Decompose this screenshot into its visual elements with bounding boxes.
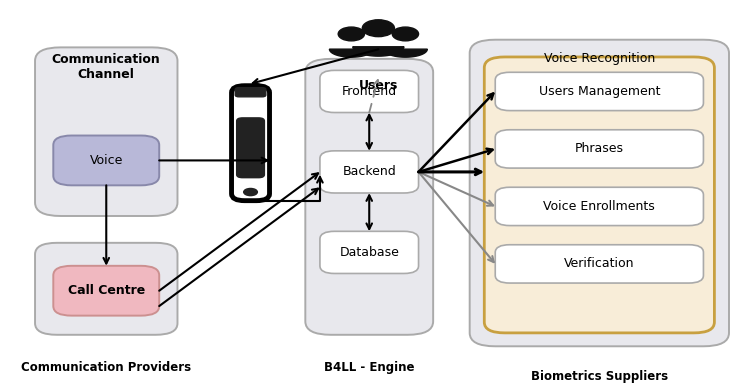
Polygon shape (353, 47, 404, 56)
FancyBboxPatch shape (495, 130, 703, 168)
Text: Communication Providers: Communication Providers (21, 361, 191, 374)
Text: Biometrics Suppliers: Biometrics Suppliers (530, 370, 668, 383)
Text: Voice Enrollments: Voice Enrollments (543, 200, 655, 213)
FancyBboxPatch shape (469, 40, 729, 346)
Text: Phrases: Phrases (575, 142, 624, 156)
Text: Verification: Verification (564, 257, 635, 271)
FancyBboxPatch shape (232, 86, 270, 201)
Circle shape (244, 188, 257, 196)
Polygon shape (384, 49, 428, 57)
FancyBboxPatch shape (495, 245, 703, 283)
FancyBboxPatch shape (35, 243, 177, 335)
FancyBboxPatch shape (54, 266, 159, 316)
FancyBboxPatch shape (484, 57, 714, 333)
Circle shape (362, 20, 394, 37)
Circle shape (393, 27, 419, 41)
Text: Frontend: Frontend (342, 85, 397, 98)
Text: Communication
Channel: Communication Channel (51, 52, 160, 81)
Text: Backend: Backend (343, 166, 396, 178)
FancyBboxPatch shape (320, 151, 419, 193)
Text: B4LL - Engine: B4LL - Engine (324, 361, 414, 374)
Text: Database: Database (339, 246, 399, 259)
FancyBboxPatch shape (320, 70, 419, 113)
FancyBboxPatch shape (495, 187, 703, 225)
FancyBboxPatch shape (235, 88, 266, 97)
Circle shape (338, 27, 364, 41)
Text: Voice Recognition: Voice Recognition (544, 52, 655, 65)
FancyBboxPatch shape (54, 135, 159, 185)
Text: Users Management: Users Management (539, 85, 660, 98)
Text: Users: Users (358, 79, 398, 92)
FancyBboxPatch shape (237, 118, 264, 178)
FancyBboxPatch shape (35, 47, 177, 216)
Polygon shape (329, 49, 373, 57)
FancyBboxPatch shape (320, 231, 419, 273)
Text: Voice: Voice (89, 154, 123, 167)
Text: Call Centre: Call Centre (68, 284, 145, 297)
FancyBboxPatch shape (305, 59, 433, 335)
FancyBboxPatch shape (495, 72, 703, 111)
